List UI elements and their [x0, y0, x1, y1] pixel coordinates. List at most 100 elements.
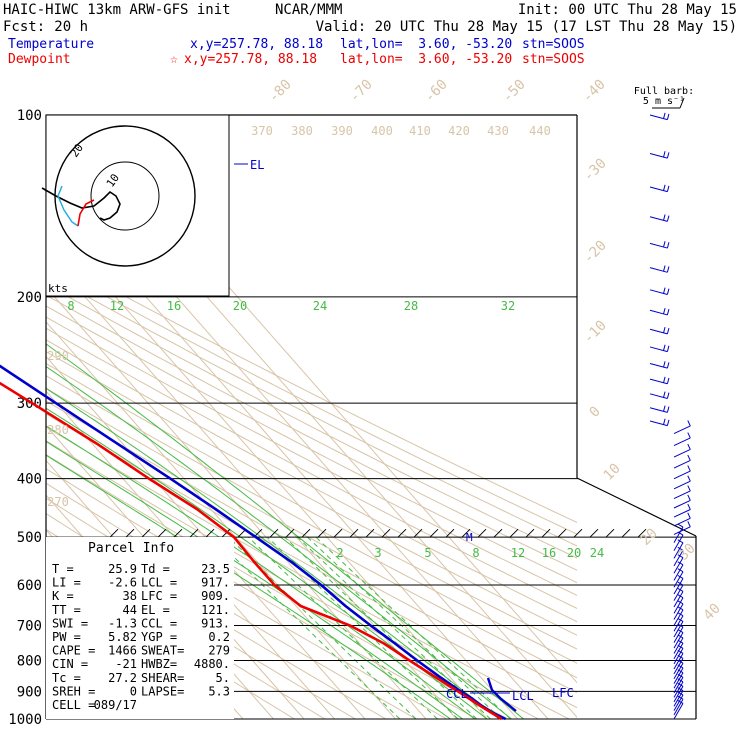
parcel-info-cell: 089/17 — [94, 698, 137, 712]
wind-barb — [673, 425, 691, 435]
theta-label: 410 — [409, 124, 431, 138]
el-marker: EL — [250, 158, 264, 172]
freezing-hatch — [317, 528, 327, 538]
wind-barb — [673, 534, 684, 551]
isotherm-label: -50 — [500, 77, 529, 106]
isotherm-label: 20 — [638, 526, 661, 549]
wind-barb — [649, 114, 668, 121]
isotherm-line — [46, 251, 457, 719]
parcel-info-cell: CIN = — [52, 657, 88, 671]
pressure-tick-label: 1000 — [8, 712, 42, 728]
parcel-info-cell: 0.2 — [208, 630, 230, 644]
parcel-info-cell: SWEAT= — [141, 644, 184, 658]
wind-barb — [673, 698, 684, 716]
legend-dewpoint-latlon: lat,lon= 3.60, -53.20 — [340, 52, 512, 67]
isotherm-line — [46, 217, 488, 719]
wind-barb-flag — [663, 151, 666, 158]
wind-barb-flag — [677, 644, 684, 649]
lcl-marker: LCL — [512, 689, 534, 703]
wind-barb-flag — [687, 503, 691, 510]
wind-barb-flag — [663, 344, 666, 351]
isotherm-line — [46, 321, 396, 719]
dry-adiabat-line — [46, 305, 577, 584]
legend-temperature-name: Temperature — [8, 37, 94, 52]
wind-barb-flag — [677, 623, 684, 628]
moist-adiabat-line — [46, 440, 463, 719]
parcel-info-cell: 4880. — [194, 657, 230, 671]
moist-adiabat-label: 28 — [404, 299, 418, 313]
freezing-hatch — [461, 528, 471, 538]
parcel-info-cell: YGP = — [141, 630, 177, 644]
wind-barb — [673, 681, 684, 698]
freezing-hatch — [589, 528, 599, 538]
hodograph-trace-black — [41, 187, 121, 221]
freezing-hatch — [605, 528, 615, 538]
freezing-hatch — [413, 528, 423, 538]
barb-legend-line2: 5 m s⁻¹ — [643, 96, 685, 107]
isotherm-label: 0 — [587, 404, 604, 421]
wind-barb — [673, 662, 684, 680]
mixing-ratio-line — [297, 536, 491, 719]
parcel-info-cell: 917. — [201, 576, 230, 590]
isotherm-label: -80 — [266, 77, 295, 106]
wind-barb — [649, 309, 668, 316]
wind-barb-flag — [677, 581, 684, 586]
wind-barb-flag — [677, 546, 684, 551]
wind-barb — [673, 667, 684, 684]
parcel-info-cell: 5.82 — [108, 630, 137, 644]
mixing-ratio-line — [315, 536, 511, 719]
pressure-tick-label: 700 — [17, 618, 42, 634]
freezing-hatch — [381, 528, 391, 538]
freezing-hatch — [477, 528, 487, 538]
parcel-info-cell: 27.2 — [108, 671, 137, 685]
parcel-info-cell: 121. — [201, 603, 230, 617]
wind-barb-flag — [677, 568, 684, 573]
moist-adiabat-label: 20 — [233, 299, 247, 313]
wind-barb — [673, 509, 691, 518]
theta-label: 280 — [47, 423, 69, 437]
parcel-info-cell: K = — [52, 589, 74, 603]
pressure-tick-label: 200 — [17, 290, 42, 306]
freezing-hatch — [333, 528, 343, 538]
valid-time: Valid: 20 UTC Thu 28 May 15 (17 LST Thu … — [316, 19, 737, 35]
pressure-tick-label: 400 — [17, 472, 42, 488]
wind-barb — [673, 609, 684, 626]
parcel-info-cell: 44 — [123, 603, 137, 617]
wind-barb — [673, 526, 684, 543]
dry-adiabat-line — [46, 440, 540, 719]
freezing-hatch — [349, 528, 359, 538]
legend-dewpoint-stn: stn=SOOS — [522, 52, 585, 67]
wind-barbs — [649, 112, 691, 720]
wind-barb-flag — [677, 659, 684, 664]
parcel-info-cell: 5.3 — [208, 684, 230, 698]
hodograph-ring-inner — [90, 161, 160, 231]
pressure-tick-label: 100 — [17, 108, 42, 124]
pressure-tick-label: 500 — [17, 530, 42, 546]
wind-barb-flag — [666, 242, 670, 249]
wind-barb-flag — [677, 649, 684, 654]
wind-barb-flag — [663, 376, 666, 383]
moist-adiabat-line — [46, 425, 476, 719]
wind-barb-flag — [677, 523, 684, 528]
freezing-hatch — [285, 528, 295, 538]
isotherm-label: -10 — [581, 318, 610, 347]
theta-label: 380 — [291, 124, 313, 138]
pressure-tick-label: 600 — [17, 578, 42, 594]
theta-label: 430 — [487, 124, 509, 138]
legend-temperature-stn: stn=SOOS — [522, 37, 585, 52]
wind-barb-flag — [677, 588, 684, 592]
temperature-trace — [0, 364, 507, 721]
wind-barb-flag — [677, 594, 684, 599]
theta-label: 390 — [331, 124, 353, 138]
wind-barb-flag — [663, 112, 666, 119]
parcel-info-cell: 909. — [201, 589, 230, 603]
parcel-info-cell: HWBZ= — [141, 657, 177, 671]
wind-barb-flag — [677, 699, 684, 704]
parcel-info-cell: 25.9 — [108, 562, 137, 576]
wind-barb — [673, 621, 684, 638]
mixing-ratio-label: 2 — [336, 546, 343, 560]
freezing-hatch — [269, 528, 279, 538]
wind-barb-flag — [677, 554, 684, 559]
legend-dewpoint-name: Dewpoint — [8, 52, 71, 67]
